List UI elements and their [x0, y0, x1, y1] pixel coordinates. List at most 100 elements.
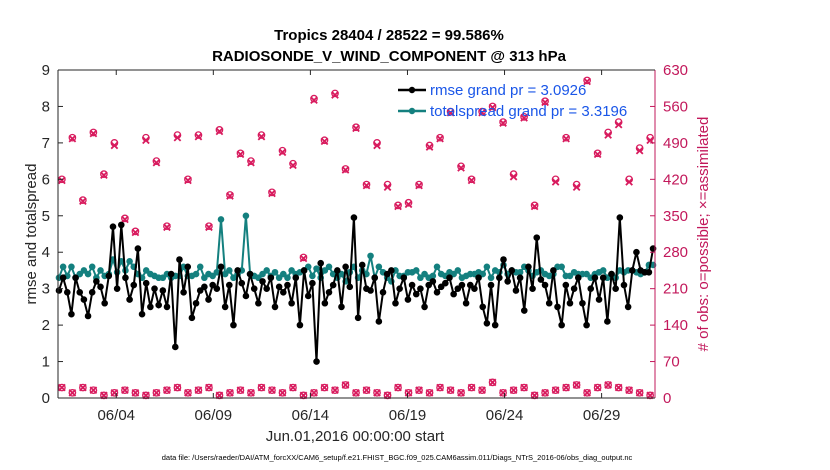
obs-low-possible-point — [79, 383, 87, 392]
obs-possible-point — [583, 76, 591, 85]
obs-possible-point — [310, 94, 318, 103]
rmse-point — [242, 292, 250, 300]
totalspread-point — [429, 272, 437, 280]
obs-count-layer — [58, 76, 654, 400]
obs-low-possible-point — [152, 388, 161, 397]
rmse-point — [496, 274, 503, 282]
obs-low-possible-point — [478, 386, 486, 395]
rmse-point — [633, 248, 640, 256]
left-tick-label: 4 — [42, 244, 50, 261]
rmse-point — [417, 285, 424, 292]
obs-assimilated-point — [593, 150, 602, 159]
obs-low-assimilated-point — [257, 383, 266, 392]
rmse-point — [483, 319, 491, 327]
rmse-point — [76, 289, 84, 296]
obs-low-assimilated-point — [562, 383, 570, 392]
obs-possible-point — [205, 222, 213, 231]
rmse-point — [471, 285, 478, 292]
totalspread-point — [375, 263, 383, 271]
rmse-point — [388, 267, 395, 274]
totalspread-point — [263, 267, 270, 274]
rmse-point — [412, 290, 420, 298]
obs-assimilated-point — [89, 129, 98, 138]
rmse-point — [512, 287, 520, 294]
obs-possible-point — [131, 227, 140, 236]
totalspread-point — [84, 270, 92, 278]
left-tick-label: 0 — [42, 390, 50, 407]
obs-assimilated-point — [205, 223, 213, 232]
obs-assimilated-point — [572, 183, 581, 191]
rmse-point — [101, 299, 108, 307]
legend-marker — [408, 107, 416, 115]
rmse-point — [487, 281, 495, 289]
obs-low-possible-point — [257, 383, 266, 392]
obs-possible-point — [520, 113, 528, 121]
obs-assimilated-point — [467, 176, 476, 185]
obs-assimilated-point — [478, 108, 486, 117]
obs-possible-point — [79, 196, 87, 205]
obs-low-possible-point — [173, 383, 182, 392]
rmse-point — [263, 285, 270, 292]
obs-low-assimilated-point — [415, 386, 423, 395]
chart-title-line2: RADIOSONDE_V_WIND_COMPONENT @ 313 hPa — [212, 48, 567, 65]
obs-assimilated-point — [509, 172, 518, 181]
legend: rmse grand pr = 3.0926 totalspread grand … — [398, 82, 627, 120]
obs-low-possible-point — [394, 383, 402, 392]
obs-low-possible-point — [373, 388, 381, 397]
rmse-point — [479, 303, 487, 311]
right-tick-label: 350 — [663, 208, 688, 225]
obs-low-possible-point — [593, 383, 602, 392]
rmse-point — [63, 289, 71, 296]
obs-assimilated-point — [499, 119, 507, 127]
totalspread-point — [566, 272, 574, 280]
totalspread-point — [454, 267, 462, 274]
rmse-point — [93, 278, 100, 285]
obs-low-assimilated-point — [394, 383, 402, 392]
rmse-series — [55, 214, 657, 365]
rmse-point — [616, 214, 624, 221]
obs-low-assimilated-point — [436, 383, 444, 392]
rmse-point — [246, 270, 254, 278]
obs-low-possible-point — [541, 388, 549, 397]
obs-possible-point — [100, 170, 108, 178]
left-tick-label: 8 — [42, 98, 50, 115]
obs-assimilated-point — [404, 200, 413, 209]
obs-possible-point — [215, 126, 224, 134]
legend-label: totalspread grand pr = 3.3196 — [430, 103, 627, 120]
rmse-point — [147, 303, 154, 311]
obs-assimilated-point — [184, 176, 192, 185]
obs-low-possible-point — [268, 386, 276, 395]
x-tick-label: 06/09 — [195, 407, 233, 424]
obs-possible-point — [226, 191, 234, 199]
rmse-point — [267, 274, 275, 282]
totalspread-point — [450, 270, 457, 278]
totalspread-point — [280, 270, 287, 278]
obs-assimilated-point — [289, 161, 297, 170]
rmse-point — [533, 234, 541, 241]
right-axis: 0 70 140 210 280 350 420 490 560 630 — [650, 62, 688, 407]
obs-possible-point — [257, 131, 266, 139]
right-tick-label: 70 — [663, 354, 680, 371]
obs-possible-point — [341, 165, 350, 173]
rmse-point — [454, 285, 462, 292]
rmse-point — [558, 321, 565, 329]
obs-low-assimilated-point — [205, 383, 213, 392]
obs-assimilated-point — [362, 181, 371, 190]
obs-low-assimilated-point — [320, 383, 329, 392]
obs-possible-point — [184, 175, 192, 184]
x-tick-label: 06/24 — [486, 407, 524, 424]
obs-assimilated-point — [488, 103, 497, 112]
totalspread-point — [558, 263, 565, 271]
rmse-point — [550, 267, 557, 274]
totalspread-point — [209, 272, 216, 280]
x-axis-label: Jun.01,2016 00:00:00 start — [266, 428, 445, 445]
totalspread-point — [313, 265, 320, 272]
rmse-point — [379, 289, 387, 296]
rmse-point — [280, 289, 287, 296]
y-axis-label-left: rmse and totalspread — [23, 164, 40, 305]
obs-assimilated-point — [425, 143, 434, 151]
obs-low-possible-point — [341, 381, 350, 389]
obs-assimilated-point — [215, 127, 224, 136]
obs-possible-point — [467, 175, 476, 184]
totalspread-point — [483, 263, 491, 271]
